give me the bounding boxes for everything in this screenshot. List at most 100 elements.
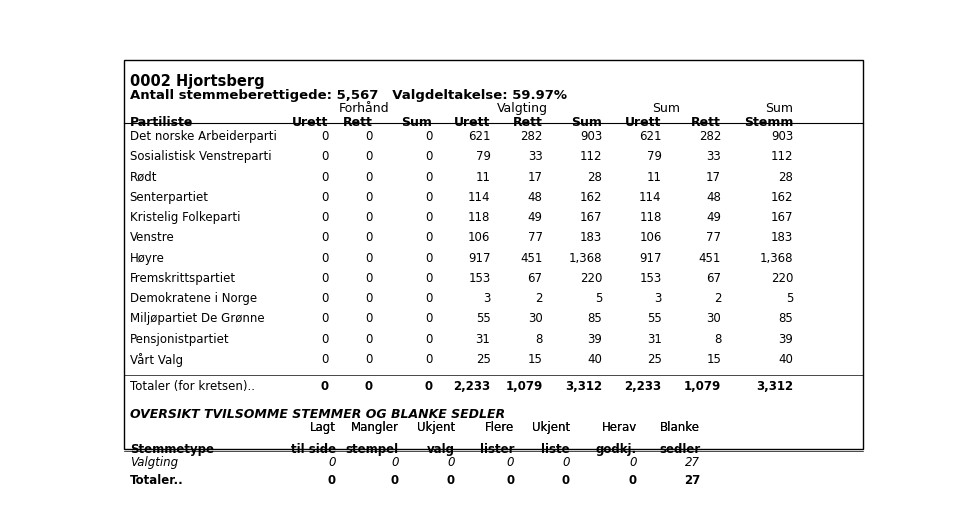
Text: Totaler (for kretsen)..: Totaler (for kretsen).. (130, 379, 254, 392)
Text: 33: 33 (707, 150, 721, 163)
Text: 0: 0 (630, 455, 637, 468)
Text: Antall stemmeberettigede: 5,567   Valgdeltakelse: 59.97%: Antall stemmeberettigede: 5,567 Valgdelt… (130, 88, 566, 102)
Text: 0: 0 (446, 474, 455, 486)
Text: 0: 0 (321, 379, 328, 392)
Text: 0: 0 (321, 271, 328, 284)
Text: 106: 106 (468, 231, 491, 244)
Text: 0: 0 (425, 150, 432, 163)
Text: 0: 0 (365, 379, 372, 392)
Text: 0: 0 (391, 474, 399, 486)
Text: Sum: Sum (571, 116, 602, 129)
Text: Stemmetype: Stemmetype (130, 442, 214, 456)
Text: 0: 0 (328, 455, 336, 468)
Text: Senterpartiet: Senterpartiet (130, 190, 208, 204)
Text: 0: 0 (562, 474, 570, 486)
Text: 49: 49 (528, 211, 542, 224)
Text: Ukjent: Ukjent (532, 420, 570, 433)
Text: valg: valg (427, 442, 455, 456)
Text: 3,312: 3,312 (756, 379, 793, 392)
Text: 17: 17 (707, 170, 721, 183)
Text: 67: 67 (528, 271, 542, 284)
Text: Valgting: Valgting (130, 455, 178, 468)
Text: 0: 0 (425, 190, 432, 204)
Text: 0: 0 (366, 312, 372, 325)
Text: 0: 0 (327, 474, 336, 486)
Text: 85: 85 (588, 312, 602, 325)
Text: 0: 0 (321, 332, 328, 345)
Text: 114: 114 (639, 190, 661, 204)
Text: stempel: stempel (346, 442, 399, 456)
Text: 30: 30 (707, 312, 721, 325)
Text: 903: 903 (580, 130, 602, 143)
Text: 49: 49 (707, 211, 721, 224)
Text: 79: 79 (647, 150, 661, 163)
Text: Herav: Herav (602, 420, 637, 433)
Text: 0: 0 (366, 251, 372, 264)
Text: 5: 5 (595, 291, 602, 305)
Text: Partiliste: Partiliste (130, 116, 193, 129)
Text: 1,368: 1,368 (759, 251, 793, 264)
Text: 8: 8 (536, 332, 542, 345)
Text: 31: 31 (475, 332, 491, 345)
Text: 11: 11 (475, 170, 491, 183)
Text: 40: 40 (779, 352, 793, 365)
Text: 0: 0 (629, 474, 637, 486)
Text: 0: 0 (321, 231, 328, 244)
Text: lister: lister (480, 442, 515, 456)
Text: Lagt: Lagt (310, 420, 336, 433)
Text: 17: 17 (528, 170, 542, 183)
Text: 0: 0 (321, 251, 328, 264)
Text: Blanke: Blanke (660, 420, 701, 433)
Text: 48: 48 (528, 190, 542, 204)
Text: Sosialistisk Venstreparti: Sosialistisk Venstreparti (130, 150, 272, 163)
Text: 0: 0 (425, 130, 432, 143)
Text: Ukjent: Ukjent (417, 420, 455, 433)
Text: Totaler..: Totaler.. (130, 474, 183, 486)
Text: godkj.: godkj. (596, 442, 637, 456)
Text: liste: liste (541, 442, 570, 456)
Text: 30: 30 (528, 312, 542, 325)
Text: 27: 27 (684, 474, 701, 486)
Text: 621: 621 (639, 130, 661, 143)
Text: 0: 0 (366, 211, 372, 224)
Text: 0: 0 (321, 291, 328, 305)
Text: 0: 0 (392, 455, 399, 468)
Text: OVERSIKT TVILSOMME STEMMER OG BLANKE SEDLER: OVERSIKT TVILSOMME STEMMER OG BLANKE SED… (130, 408, 505, 421)
Text: 0: 0 (425, 291, 432, 305)
Text: 11: 11 (647, 170, 661, 183)
Text: Rett: Rett (343, 116, 372, 129)
Text: 40: 40 (588, 352, 602, 365)
Text: 0: 0 (366, 291, 372, 305)
Text: 282: 282 (520, 130, 542, 143)
Text: 0: 0 (507, 455, 515, 468)
Text: 0: 0 (425, 271, 432, 284)
Text: Ukjent: Ukjent (417, 420, 455, 433)
Text: 167: 167 (580, 211, 602, 224)
Text: 33: 33 (528, 150, 542, 163)
Text: 0: 0 (424, 379, 432, 392)
Text: Flere: Flere (485, 420, 515, 433)
Text: 3: 3 (655, 291, 661, 305)
Text: Pensjonistpartiet: Pensjonistpartiet (130, 332, 229, 345)
Text: sedler: sedler (660, 442, 701, 456)
Text: 118: 118 (468, 211, 491, 224)
Text: 183: 183 (580, 231, 602, 244)
Text: 162: 162 (771, 190, 793, 204)
Text: 0: 0 (366, 170, 372, 183)
Text: 106: 106 (639, 231, 661, 244)
Text: 77: 77 (707, 231, 721, 244)
Text: 8: 8 (714, 332, 721, 345)
Text: 0: 0 (366, 150, 372, 163)
Text: Rett: Rett (513, 116, 542, 129)
Text: 220: 220 (771, 271, 793, 284)
Text: Demokratene i Norge: Demokratene i Norge (130, 291, 256, 305)
Text: 917: 917 (468, 251, 491, 264)
Text: 0: 0 (366, 352, 372, 365)
Text: 112: 112 (580, 150, 602, 163)
Text: 903: 903 (771, 130, 793, 143)
Text: Sum: Sum (652, 102, 680, 115)
Text: 3: 3 (483, 291, 491, 305)
Text: Venstre: Venstre (130, 231, 175, 244)
Text: Urett: Urett (292, 116, 328, 129)
Text: 0: 0 (425, 170, 432, 183)
